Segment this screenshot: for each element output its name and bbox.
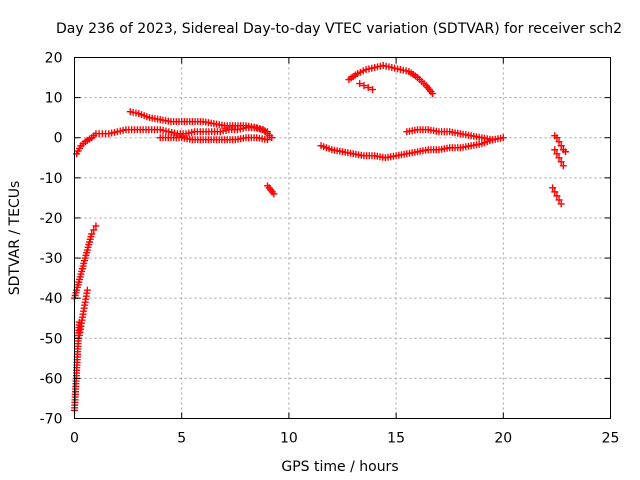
series-markers [549, 184, 565, 208]
x-tick-label: 20 [494, 431, 512, 447]
y-tick-label: -10 [40, 171, 63, 187]
series-arc-tail [356, 80, 377, 94]
series-markers [345, 62, 437, 98]
series-markers [263, 182, 278, 198]
series-late-b [551, 146, 567, 170]
axis-ticks [74, 57, 611, 419]
y-tick-label: -20 [40, 211, 63, 227]
series-late-a [551, 132, 569, 156]
x-tick-label: 0 [70, 431, 79, 447]
y-axis-label: SDTVAR / TECUs [7, 181, 23, 296]
series-morning-lower [156, 134, 271, 144]
series-arc [345, 62, 437, 98]
grid-lines [74, 57, 611, 419]
x-tick-label: 15 [387, 431, 405, 447]
data-points [71, 62, 569, 414]
y-tick-label: 0 [54, 131, 63, 147]
series-isolated-9h [263, 182, 278, 198]
x-axis-label: GPS time / hours [281, 459, 398, 475]
chart-title: Day 236 of 2023, Sidereal Day-to-day VTE… [56, 21, 622, 37]
series-markers [126, 108, 271, 136]
series-markers [403, 126, 497, 144]
series-late-c [549, 184, 565, 208]
x-tick-label: 25 [602, 431, 620, 447]
y-tick-label: -30 [40, 251, 63, 267]
series-markers [551, 146, 567, 170]
plot-frame [74, 57, 611, 419]
series-early-steep-descent [71, 318, 83, 414]
y-tick-label: -60 [40, 371, 63, 387]
series-evening-upper [403, 126, 497, 144]
series-markers [551, 132, 569, 156]
y-tick-label: -70 [40, 412, 63, 428]
y-tick-label: -50 [40, 331, 63, 347]
series-markers [317, 134, 507, 162]
series-markers [356, 80, 377, 94]
x-tick-label: 10 [280, 431, 298, 447]
series-markers [71, 318, 83, 414]
y-tick-label: 10 [45, 91, 63, 107]
y-tick-labels: -70 -60 -50 -40 -30 -20 -10 0 10 20 [40, 51, 63, 428]
y-tick-label: -40 [40, 291, 63, 307]
series-evening-band [317, 134, 507, 162]
series-markers [156, 134, 271, 144]
y-tick-label: 20 [45, 51, 63, 67]
series-morning-upper [126, 108, 271, 136]
x-tick-labels: 0 5 10 15 20 25 [70, 431, 619, 447]
x-tick-label: 5 [177, 431, 186, 447]
